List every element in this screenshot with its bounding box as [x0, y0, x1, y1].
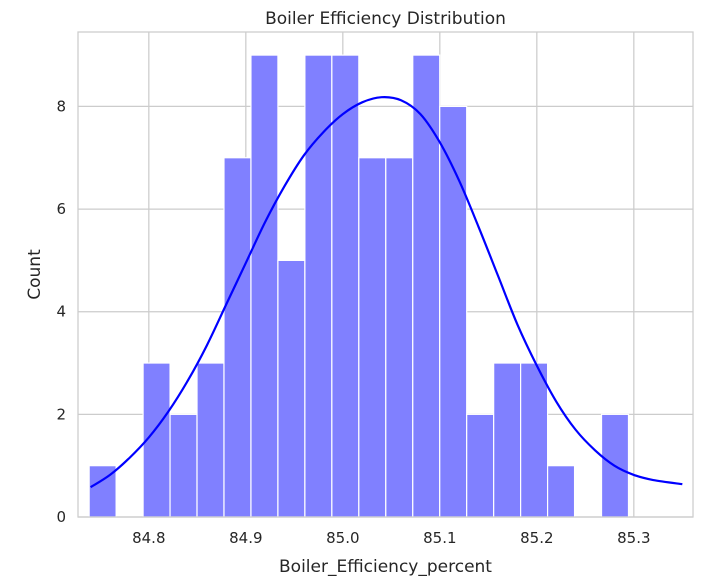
plot-frame [77, 31, 694, 518]
histogram-bar [546, 465, 576, 518]
y-axis-label: Count [25, 249, 45, 300]
y-tick-label: 0 [56, 508, 66, 526]
y-tick-label: 4 [56, 303, 66, 321]
y-tick-label: 8 [56, 97, 66, 115]
y-tick-label: 6 [56, 200, 66, 218]
x-tick-label: 85.3 [617, 529, 650, 547]
histogram-bar [277, 259, 306, 518]
histogram-bar [304, 54, 333, 518]
y-tick-label: 2 [56, 405, 66, 423]
y-tick-labels: 0 2 4 6 8 [56, 97, 66, 526]
histogram-bar [466, 413, 495, 518]
x-tick-labels: 84.8 84.9 85.0 85.1 85.2 85.3 [132, 529, 650, 547]
x-tick-label: 85.0 [326, 529, 359, 547]
histogram-bar [385, 157, 414, 518]
histogram-bar [223, 157, 252, 518]
histogram-bar [250, 54, 279, 518]
histogram-bars [88, 54, 630, 518]
histogram-bar [412, 54, 441, 518]
histogram-bar [196, 362, 225, 518]
x-tick-label: 85.2 [520, 529, 553, 547]
histogram-bar [358, 157, 387, 518]
x-tick-label: 85.1 [423, 529, 456, 547]
x-tick-label: 84.9 [229, 529, 262, 547]
histogram-bar [493, 362, 522, 518]
histogram-bar [169, 413, 198, 518]
x-axis-label: Boiler_Efficiency_percent [279, 557, 492, 577]
x-tick-label: 84.8 [132, 529, 165, 547]
histogram-bar [331, 54, 360, 518]
chart-title: Boiler Efficiency Distribution [265, 9, 506, 29]
kde-curve [90, 95, 683, 489]
histogram-bar [520, 362, 549, 518]
